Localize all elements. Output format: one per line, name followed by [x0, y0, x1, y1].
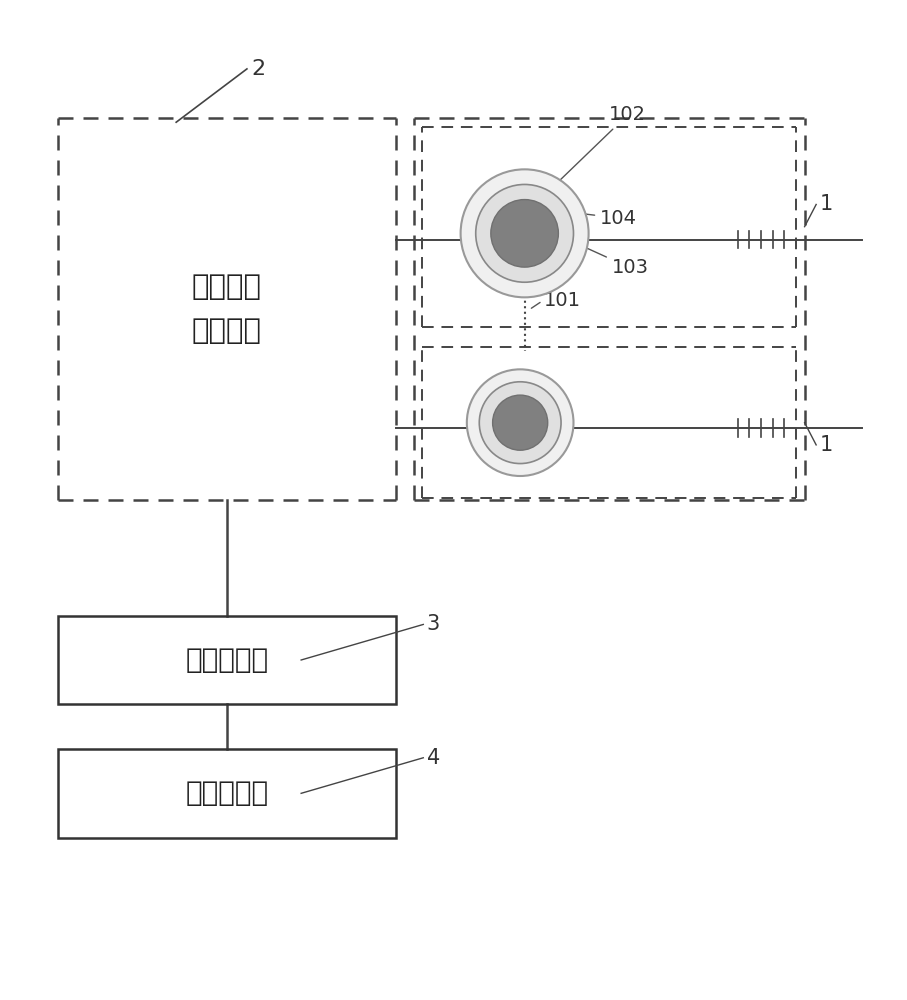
Circle shape [491, 200, 559, 267]
Text: 103: 103 [562, 237, 649, 277]
Circle shape [461, 169, 589, 297]
Text: 4: 4 [427, 748, 440, 768]
Text: 3: 3 [427, 614, 440, 634]
Bar [511, 422, 530, 434]
Text: 光纤滤波器: 光纤滤波器 [185, 646, 268, 674]
Text: 2: 2 [251, 59, 266, 79]
Text: 1: 1 [820, 194, 833, 214]
Bar [58, 749, 395, 838]
Text: 线偏振光
生成器件: 线偏振光 生成器件 [192, 273, 262, 345]
Text: 102: 102 [553, 105, 646, 187]
Text: 104: 104 [545, 209, 637, 228]
Text: 101: 101 [544, 291, 581, 310]
Bar [515, 234, 534, 245]
Circle shape [467, 369, 573, 476]
Circle shape [475, 184, 573, 282]
Text: 光电探测器: 光电探测器 [185, 779, 268, 807]
Circle shape [479, 382, 561, 464]
Circle shape [493, 395, 548, 450]
Bar [58, 616, 395, 704]
Text: 1: 1 [820, 435, 833, 455]
